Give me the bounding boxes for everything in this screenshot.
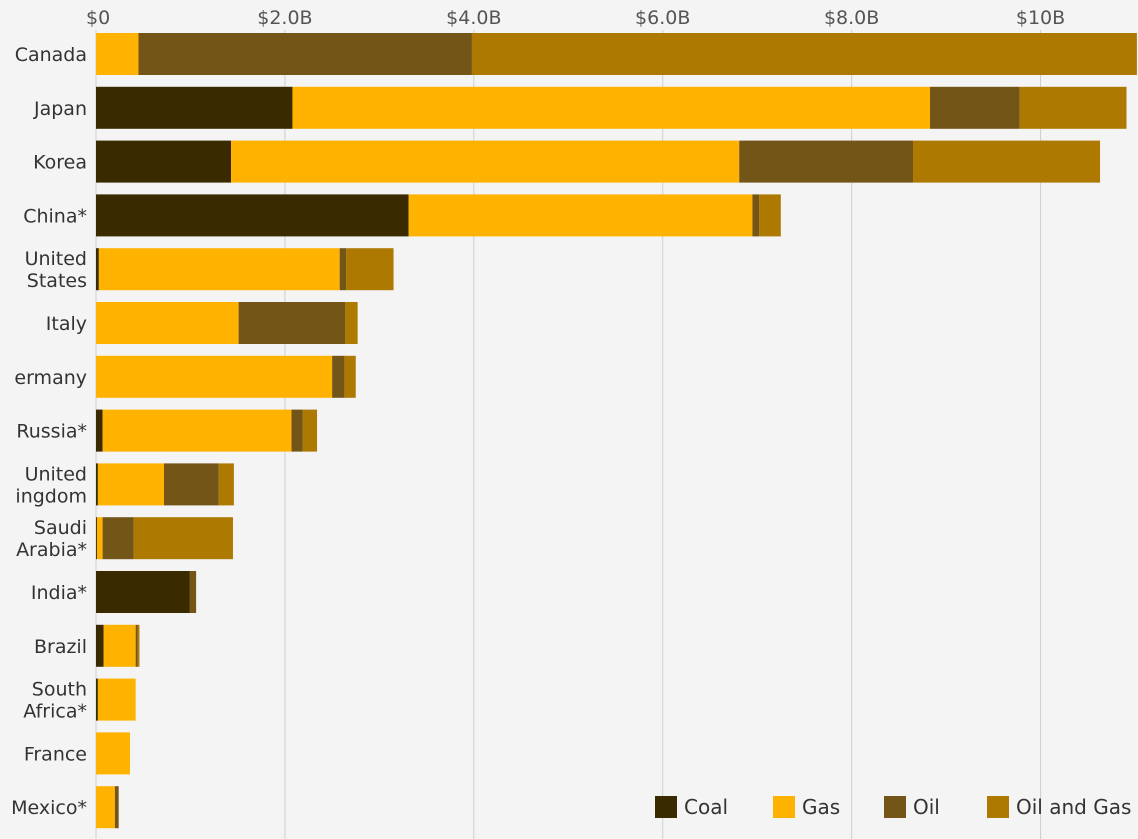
legend-item-oil-and-gas: Oil and Gas [987, 795, 1131, 819]
legend-label: Oil and Gas [1016, 795, 1131, 819]
bar-japan-coal [96, 86, 293, 129]
legend-item-coal: Coal [655, 795, 728, 819]
bar-saudi-arabia-oil-and-gas [133, 517, 233, 560]
category-label: Korea [33, 152, 87, 174]
x-tick-label: $6.0B [635, 7, 690, 29]
category-label: United ingdom [15, 463, 87, 507]
bar-korea-coal [96, 140, 232, 183]
bar-italy-oil [238, 302, 346, 344]
legend-item-oil: Oil [884, 795, 940, 819]
bar-united-states-gas [98, 248, 340, 291]
bar-japan-oil-and-gas [1019, 86, 1127, 129]
bar-united-ingdom-gas [97, 463, 165, 506]
x-axis-ticks: $0 $2.0B $4.0B $6.0B $8.0B $10B [86, 7, 1065, 29]
bar-south-africa-gas [97, 678, 136, 721]
bar-china-oil [752, 194, 760, 237]
bar-canada-gas [96, 33, 139, 75]
legend-label: Oil [913, 795, 940, 819]
bar-russia-oil [291, 409, 303, 452]
category-label: Japan [33, 98, 87, 120]
bar-saudi-arabia-gas [96, 517, 103, 560]
bar-south-africa-coal [96, 678, 98, 721]
legend-swatch [987, 796, 1009, 818]
bar-korea-gas [231, 140, 740, 183]
bar-ermany-oil [332, 355, 345, 398]
category-label: India* [31, 582, 87, 604]
category-label: France [24, 743, 87, 765]
bar-brazil-oil [135, 624, 138, 667]
category-label: United States [25, 248, 87, 292]
bar-italy-oil-and-gas [345, 302, 358, 344]
category-label: Saudi Arabia* [16, 517, 87, 561]
category-label: Mexico* [11, 797, 87, 819]
x-tick-label: $8.0B [824, 7, 879, 29]
category-label: ermany [14, 367, 87, 389]
bar-canada-oil-and-gas [471, 33, 1137, 75]
bar-korea-oil [739, 140, 914, 183]
legend-label: Gas [802, 795, 840, 819]
bar-india-coal [96, 571, 190, 613]
x-tick-label: $4.0B [446, 7, 501, 29]
bar-china-oil-and-gas [759, 194, 781, 237]
bar-korea-oil-and-gas [913, 140, 1101, 183]
bar-china-gas [408, 194, 753, 237]
bar-brazil-oil-and-gas [137, 624, 140, 667]
bars [96, 33, 1137, 829]
legend-swatch [884, 796, 906, 818]
category-label: Brazil [34, 636, 87, 658]
bar-saudi-arabia-oil [102, 517, 134, 560]
x-tick-label: $2.0B [257, 7, 312, 29]
bar-united-ingdom-oil [164, 463, 219, 506]
bar-russia-coal [96, 409, 103, 452]
bar-canada-oil [138, 33, 472, 75]
x-tick-label: $0 [86, 7, 110, 29]
bar-mexico-gas [96, 786, 115, 829]
legend-swatch [773, 796, 795, 818]
category-label: South Africa* [23, 679, 87, 723]
bar-saudi-arabia-coal [96, 517, 97, 560]
bar-russia-gas [102, 409, 292, 452]
legend-swatch [655, 796, 677, 818]
bar-china-coal [96, 194, 409, 237]
bar-brazil-coal [96, 624, 104, 667]
bar-united-states-coal [96, 248, 99, 291]
legend: Coal Gas Oil Oil and Gas [655, 795, 1131, 819]
x-tick-label: $10B [1016, 7, 1065, 29]
bar-united-ingdom-oil-and-gas [218, 463, 234, 506]
bar-united-states-oil [339, 248, 347, 291]
legend-item-gas: Gas [773, 795, 840, 819]
bar-mexico-oil [114, 786, 119, 829]
category-label: Russia* [16, 421, 87, 443]
bar-russia-oil-and-gas [302, 409, 318, 452]
bar-italy-gas [96, 302, 239, 344]
bar-japan-gas [292, 86, 931, 129]
bar-ermany-oil-and-gas [344, 355, 356, 398]
category-labels: Canada Japan Korea China* United States Italy e… [11, 44, 87, 819]
legend-label: Coal [684, 795, 728, 819]
category-label: China* [23, 205, 87, 227]
bar-united-states-oil-and-gas [346, 248, 394, 291]
category-label: Italy [46, 313, 87, 335]
bar-brazil-gas [103, 624, 136, 667]
bar-japan-oil [930, 86, 1020, 129]
bar-united-ingdom-coal [96, 463, 98, 506]
category-label: Canada [15, 44, 87, 66]
bar-france-gas [96, 732, 131, 775]
bar-ermany-gas [96, 355, 333, 398]
bar-india-oil [189, 571, 197, 613]
